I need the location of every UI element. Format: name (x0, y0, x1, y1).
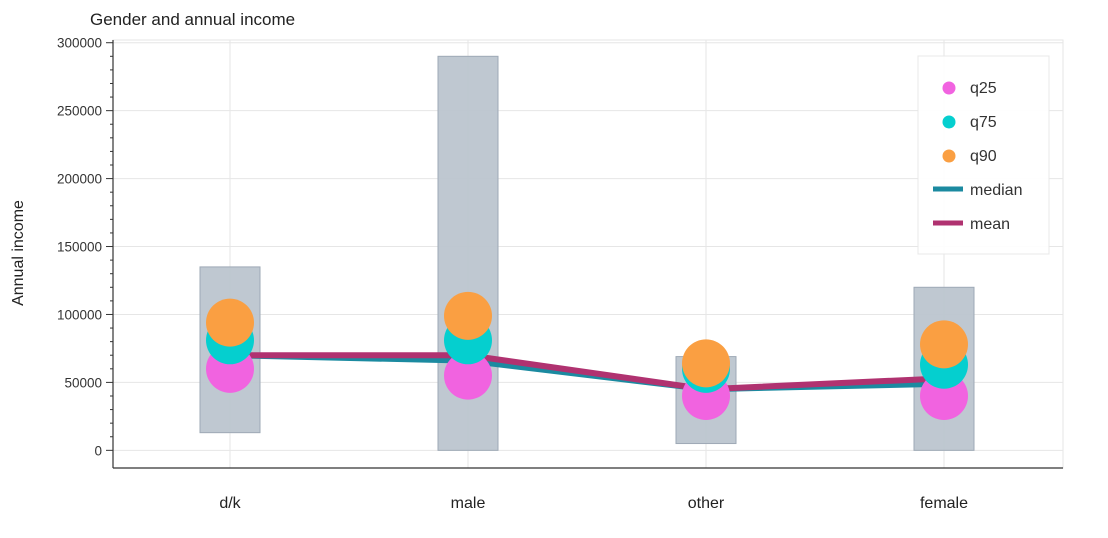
y-axis-label: Annual income (10, 200, 27, 306)
point-q90-male (444, 291, 492, 340)
legend-marker-q25 (942, 81, 956, 95)
legend-label-q25: q25 (970, 80, 997, 97)
axes: 0 50000 100000 150000 200000 250000 300000 d/k m… (57, 36, 1063, 512)
point-q90-other (682, 339, 730, 388)
legend-label-q75: q75 (970, 114, 997, 131)
legend-label-mean: mean (970, 216, 1010, 233)
x-tick-label: male (451, 495, 486, 512)
chart-title: Gender and annual income (90, 10, 295, 29)
series-points (206, 291, 968, 420)
y-tick-label: 0 (94, 443, 102, 458)
point-q90-d/k (206, 298, 254, 347)
point-q25-male (444, 351, 492, 400)
y-tick-label: 150000 (57, 240, 102, 255)
x-tick-label: female (920, 495, 968, 512)
legend-marker-q90 (942, 149, 956, 163)
legend: q25 q75 q90 median mean (917, 55, 1050, 255)
point-q90-female (920, 320, 968, 369)
legend-label-q90: q90 (970, 148, 997, 165)
legend-marker-q75 (942, 115, 956, 129)
y-tick-label: 300000 (57, 36, 102, 51)
y-tick-label: 100000 (57, 307, 102, 322)
x-tick-label: other (688, 495, 725, 512)
legend-label-median: median (970, 182, 1022, 199)
x-tick-label: d/k (219, 495, 241, 512)
y-tick-label: 50000 (64, 375, 102, 390)
line-mean (230, 352, 945, 393)
y-tick-label: 250000 (57, 104, 102, 119)
series-lines (229, 352, 945, 393)
y-tick-label: 200000 (57, 172, 102, 187)
range-bars (199, 55, 975, 451)
